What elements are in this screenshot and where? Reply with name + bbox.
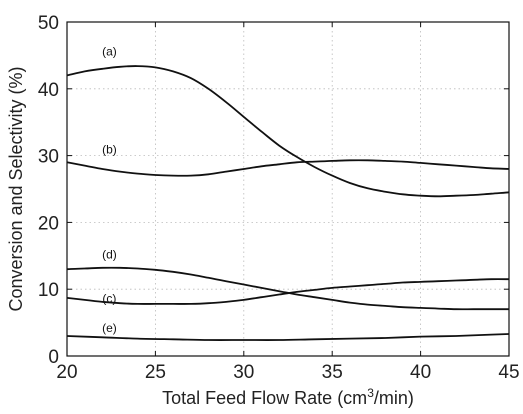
x-tick-label: 25 <box>145 362 166 383</box>
x-tick-label: 40 <box>410 362 431 383</box>
series-label-a: (a) <box>102 44 117 58</box>
x-tick-label: 35 <box>322 362 343 383</box>
x-axis-title-end: /min) <box>374 388 414 408</box>
x-tick-label: 45 <box>498 362 519 383</box>
series-labels: (a) (b) (c) (d) (e) <box>102 44 117 335</box>
series-line-e <box>66 333 510 341</box>
y-tick-label: 20 <box>38 213 59 234</box>
series-line-c <box>66 278 510 305</box>
x-tick-label: 30 <box>233 362 254 383</box>
x-axis-title: Total Feed Flow Rate (cm3/min) <box>162 386 414 408</box>
series-label-e: (e) <box>102 321 117 335</box>
y-tick-label: 10 <box>38 280 59 301</box>
axis-ticks <box>66 21 510 357</box>
y-axis-title: Conversion and Selectivity (%) <box>6 66 26 311</box>
y-tick-label: 40 <box>38 80 59 101</box>
plot-frame <box>66 21 510 357</box>
series-line-b <box>66 159 510 177</box>
y-tick-label: 50 <box>38 13 59 34</box>
x-axis-title-main: Total Feed Flow Rate (cm <box>162 388 367 408</box>
series-label-c: (c) <box>102 292 116 306</box>
grid-lines <box>67 22 509 356</box>
series-line-a <box>66 65 510 198</box>
series-label-b: (b) <box>102 143 117 157</box>
x-tick-labels: 20 25 30 35 40 45 <box>56 362 519 383</box>
x-tick-label: 20 <box>56 362 77 383</box>
series-label-d: (d) <box>102 247 117 261</box>
series-line-d <box>66 266 509 311</box>
y-tick-label: 30 <box>38 147 59 168</box>
y-tick-labels: 0 10 20 30 40 50 <box>38 13 59 368</box>
series-curves <box>66 65 510 341</box>
x-axis-title-superscript: 3 <box>367 386 374 400</box>
y-tick-label: 0 <box>48 347 59 368</box>
